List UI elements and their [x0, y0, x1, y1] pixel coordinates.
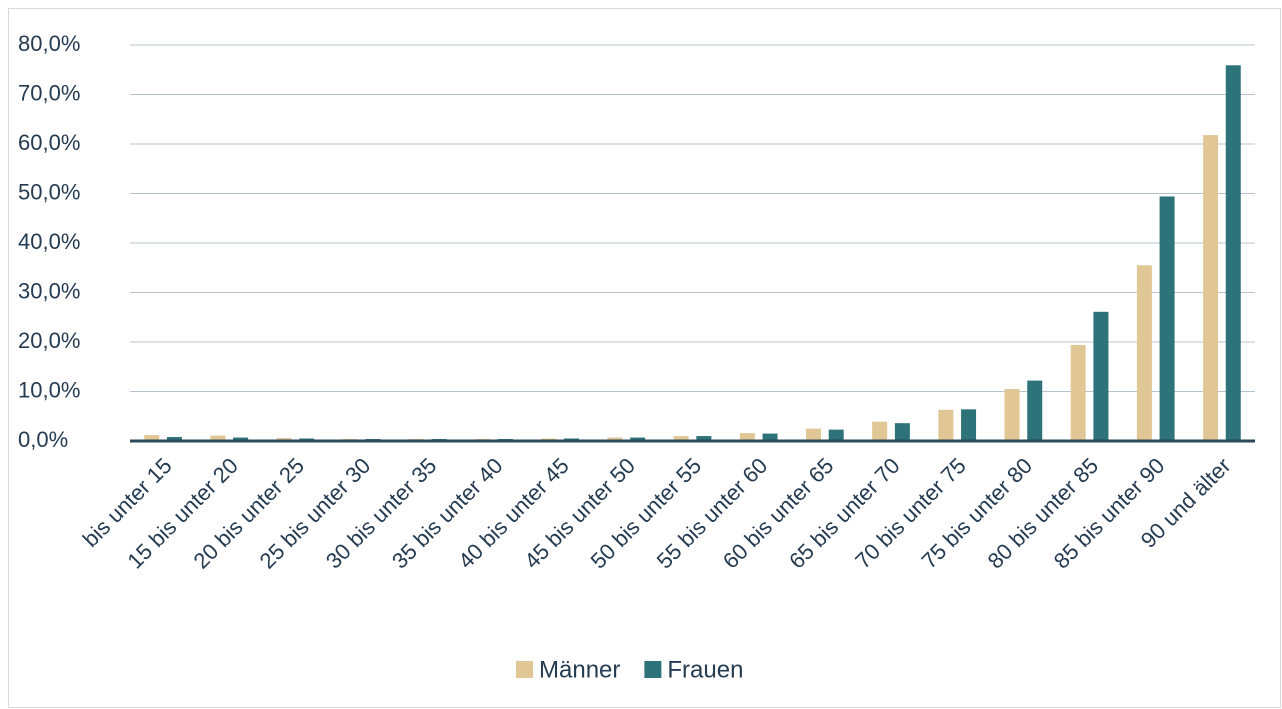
legend-label: Männer — [539, 656, 620, 683]
bar — [961, 409, 977, 441]
bar — [210, 435, 226, 441]
y-tick-label: 30,0% — [18, 278, 80, 303]
bar — [1004, 389, 1020, 441]
bar — [166, 437, 182, 441]
y-tick-label: 0,0% — [18, 427, 68, 452]
chart-border — [8, 8, 1281, 708]
bar — [607, 437, 623, 441]
y-tick-label: 80,0% — [18, 31, 80, 56]
bar — [1093, 311, 1109, 441]
legend-swatch — [644, 661, 662, 678]
bar — [872, 421, 888, 441]
y-tick-label: 60,0% — [18, 130, 80, 155]
bar — [630, 437, 646, 441]
bar — [1136, 265, 1152, 441]
bar — [696, 436, 712, 441]
bar — [144, 435, 160, 441]
bar — [938, 409, 954, 441]
bar — [762, 433, 778, 441]
y-tick-label: 40,0% — [18, 229, 80, 254]
y-tick-label: 50,0% — [18, 179, 80, 204]
bar — [673, 436, 689, 441]
bar — [1225, 65, 1241, 442]
bar — [1070, 344, 1086, 441]
bar — [739, 433, 755, 441]
bar — [806, 428, 822, 441]
legend-swatch — [516, 661, 533, 678]
bar — [894, 423, 910, 441]
bar — [233, 437, 249, 441]
bar — [1203, 135, 1219, 441]
bar — [1159, 196, 1175, 441]
bar — [828, 429, 844, 441]
y-tick-label: 10,0% — [18, 377, 80, 402]
legend-label: Frauen — [667, 656, 743, 683]
bar — [1027, 380, 1043, 441]
y-tick-label: 70,0% — [18, 80, 80, 105]
y-tick-label: 20,0% — [18, 328, 80, 353]
